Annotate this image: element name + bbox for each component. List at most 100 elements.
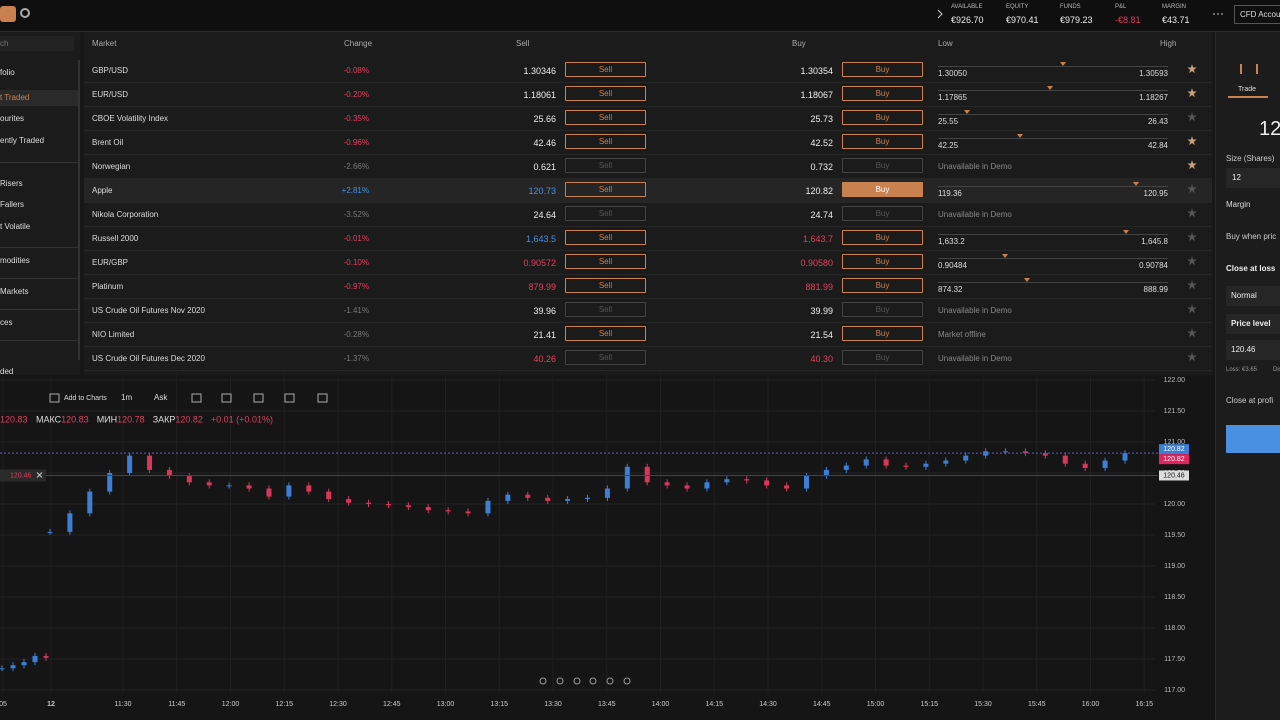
buy-button[interactable]: Buy — [842, 230, 923, 245]
more-icon[interactable] — [1212, 12, 1224, 16]
nav-item[interactable]: ently Traded — [0, 136, 45, 145]
candle-body — [366, 502, 372, 504]
column-header: High — [1160, 39, 1177, 48]
nav-item[interactable]: folio — [0, 68, 15, 77]
nav-item[interactable]: ourites — [0, 114, 25, 123]
buy-button[interactable]: Buy — [842, 182, 923, 197]
buy-price: 39.99 — [810, 306, 833, 316]
close-loss: Close at loss — [1226, 264, 1276, 273]
sell-button[interactable]: Sell — [565, 254, 646, 269]
size-input[interactable]: 12 — [1226, 168, 1280, 188]
market-row[interactable]: US Crude Oil Futures Dec 2020 -1.37% 40.26… — [84, 346, 1212, 371]
sell-price: 24.64 — [533, 210, 556, 220]
range-marker — [963, 110, 970, 114]
favorite-star[interactable] — [1187, 136, 1197, 146]
market-row[interactable]: Norwegian -2.66% 0.621 Sell 0.732 Buy Unavaila… — [84, 154, 1212, 179]
market-row[interactable]: EUR/GBP -0.10% 0.90572 Sell 0.90580 Buy 0.9048… — [84, 250, 1212, 275]
candle-body — [87, 491, 93, 514]
buy-button[interactable]: Buy — [842, 86, 923, 101]
market-row[interactable]: US Crude Oil Futures Nov 2020 -1.41% 39.96… — [84, 298, 1212, 323]
market-row[interactable]: Nikola Corporation -3.52% 24.64 Sell 24.74 Bu… — [84, 202, 1212, 227]
range-line — [938, 114, 1168, 115]
stat-label: P&L — [1115, 4, 1127, 10]
buy-button[interactable]: Buy — [842, 254, 923, 269]
nav-item[interactable]: Markets — [0, 287, 29, 296]
x-tick-label: 11:30 — [115, 701, 132, 708]
buy-price: 1,643.7 — [802, 234, 833, 244]
nav-item[interactable]: Risers — [0, 179, 23, 188]
sell-button[interactable]: Sell — [565, 326, 646, 341]
favorite-star[interactable] — [1187, 184, 1197, 194]
tab[interactable]: Trade — [1238, 86, 1257, 93]
buy-button[interactable]: Buy — [842, 278, 923, 293]
high: 0.90784 — [1139, 261, 1168, 270]
x-tick-label: 15:00 — [867, 701, 885, 708]
sell-price: 25.66 — [533, 114, 556, 124]
column-header: Low — [938, 39, 953, 48]
candle-body — [266, 488, 272, 497]
candle-body — [206, 482, 212, 486]
buy-button[interactable]: Buy — [842, 110, 923, 125]
nav-item[interactable]: modities — [0, 256, 30, 265]
low: 119.36 — [938, 189, 962, 198]
buy-button[interactable]: Buy — [842, 134, 923, 149]
sell-button[interactable]: Sell — [565, 86, 646, 101]
logo — [0, 6, 16, 22]
sell-button[interactable]: Sell — [565, 110, 646, 125]
margin-label: Margin — [1226, 200, 1251, 209]
price-level-label[interactable]: Price level — [1226, 314, 1280, 334]
market-row[interactable]: Brent Oil -0.96% 42.46 Sell 42.52 Buy 42.25 42.… — [84, 130, 1212, 155]
sell-button[interactable]: Sell — [565, 230, 646, 245]
expand-icon[interactable] — [936, 9, 944, 19]
mode-select[interactable]: Normal — [1226, 286, 1280, 306]
sell-button[interactable]: Sell — [565, 134, 646, 149]
market-row[interactable]: Platinum -0.97% 879.99 Sell 881.99 Buy 874.32 8… — [84, 274, 1212, 299]
favorite-star[interactable] — [1187, 256, 1197, 266]
submit-button[interactable] — [1226, 425, 1280, 453]
buy-button[interactable]: Buy — [842, 62, 923, 77]
favorite-star[interactable] — [1187, 280, 1197, 290]
favorite-star[interactable] — [1187, 352, 1197, 362]
market-row[interactable]: Russell 2000 -0.01% 1,643.5 Sell 1,643.7 Buy 1… — [84, 226, 1212, 251]
favorite-star[interactable] — [1187, 232, 1197, 242]
candle-body — [186, 476, 192, 483]
nav-item[interactable]: t Traded — [0, 90, 78, 106]
market-status: Unavailable in Demo — [938, 354, 1012, 363]
market-row[interactable]: CBOE Volatility Index -0.35% 25.66 Sell 25.7… — [84, 106, 1212, 131]
market-row[interactable]: GBP/USD -0.08% 1.30346 Sell 1.30354 Buy 1.3005… — [84, 58, 1212, 83]
sell-price: 1,643.5 — [525, 234, 556, 244]
market-row[interactable]: Apple +2.81% 120.73 Sell 120.82 Buy 119.36 120.… — [84, 178, 1212, 203]
market-status: Unavailable in Demo — [938, 210, 1012, 219]
market-row[interactable]: EUR/USD -0.20% 1.18061 Sell 1.18067 Buy 1.1786… — [84, 82, 1212, 107]
price-level-input[interactable]: 120.46 — [1226, 340, 1280, 360]
favorite-star[interactable] — [1187, 160, 1197, 170]
y-tick-label: 122.00 — [1164, 377, 1186, 384]
sell-button: Sell — [565, 350, 646, 365]
sell-button[interactable]: Sell — [565, 278, 646, 293]
trade-icon[interactable] — [1240, 64, 1258, 74]
nav-item[interactable]: ded — [0, 367, 14, 376]
favorite-star[interactable] — [1187, 328, 1197, 338]
price-tag-label: 120.82 — [1163, 456, 1185, 463]
favorite-star[interactable] — [1187, 304, 1197, 314]
sell-button[interactable]: Sell — [565, 62, 646, 77]
price-tag-label: 120.46 — [1163, 472, 1185, 479]
favorite-star[interactable] — [1187, 88, 1197, 98]
favorite-star[interactable] — [1187, 112, 1197, 122]
nav-item[interactable]: Fallers — [0, 200, 25, 209]
nav-item[interactable]: t Volatile — [0, 222, 31, 231]
settings-icon[interactable] — [19, 7, 31, 19]
account-select[interactable]: CFD Accoun — [1234, 5, 1280, 24]
nav-item[interactable]: ces — [0, 318, 13, 327]
x-tick-label: 15:15 — [920, 701, 938, 708]
favorite-star[interactable] — [1187, 208, 1197, 218]
buy-when: Buy when pric — [1226, 232, 1277, 241]
sell-button[interactable]: Sell — [565, 182, 646, 197]
buy-button: Buy — [842, 206, 923, 221]
high: 26.43 — [1147, 117, 1168, 126]
buy-button[interactable]: Buy — [842, 326, 923, 341]
candle-body — [43, 655, 49, 658]
favorite-star[interactable] — [1187, 64, 1197, 74]
market-row[interactable]: NIO Limited -0.28% 21.41 Sell 21.54 Buy Market… — [84, 322, 1212, 347]
search-input[interactable]: ch — [0, 36, 74, 51]
